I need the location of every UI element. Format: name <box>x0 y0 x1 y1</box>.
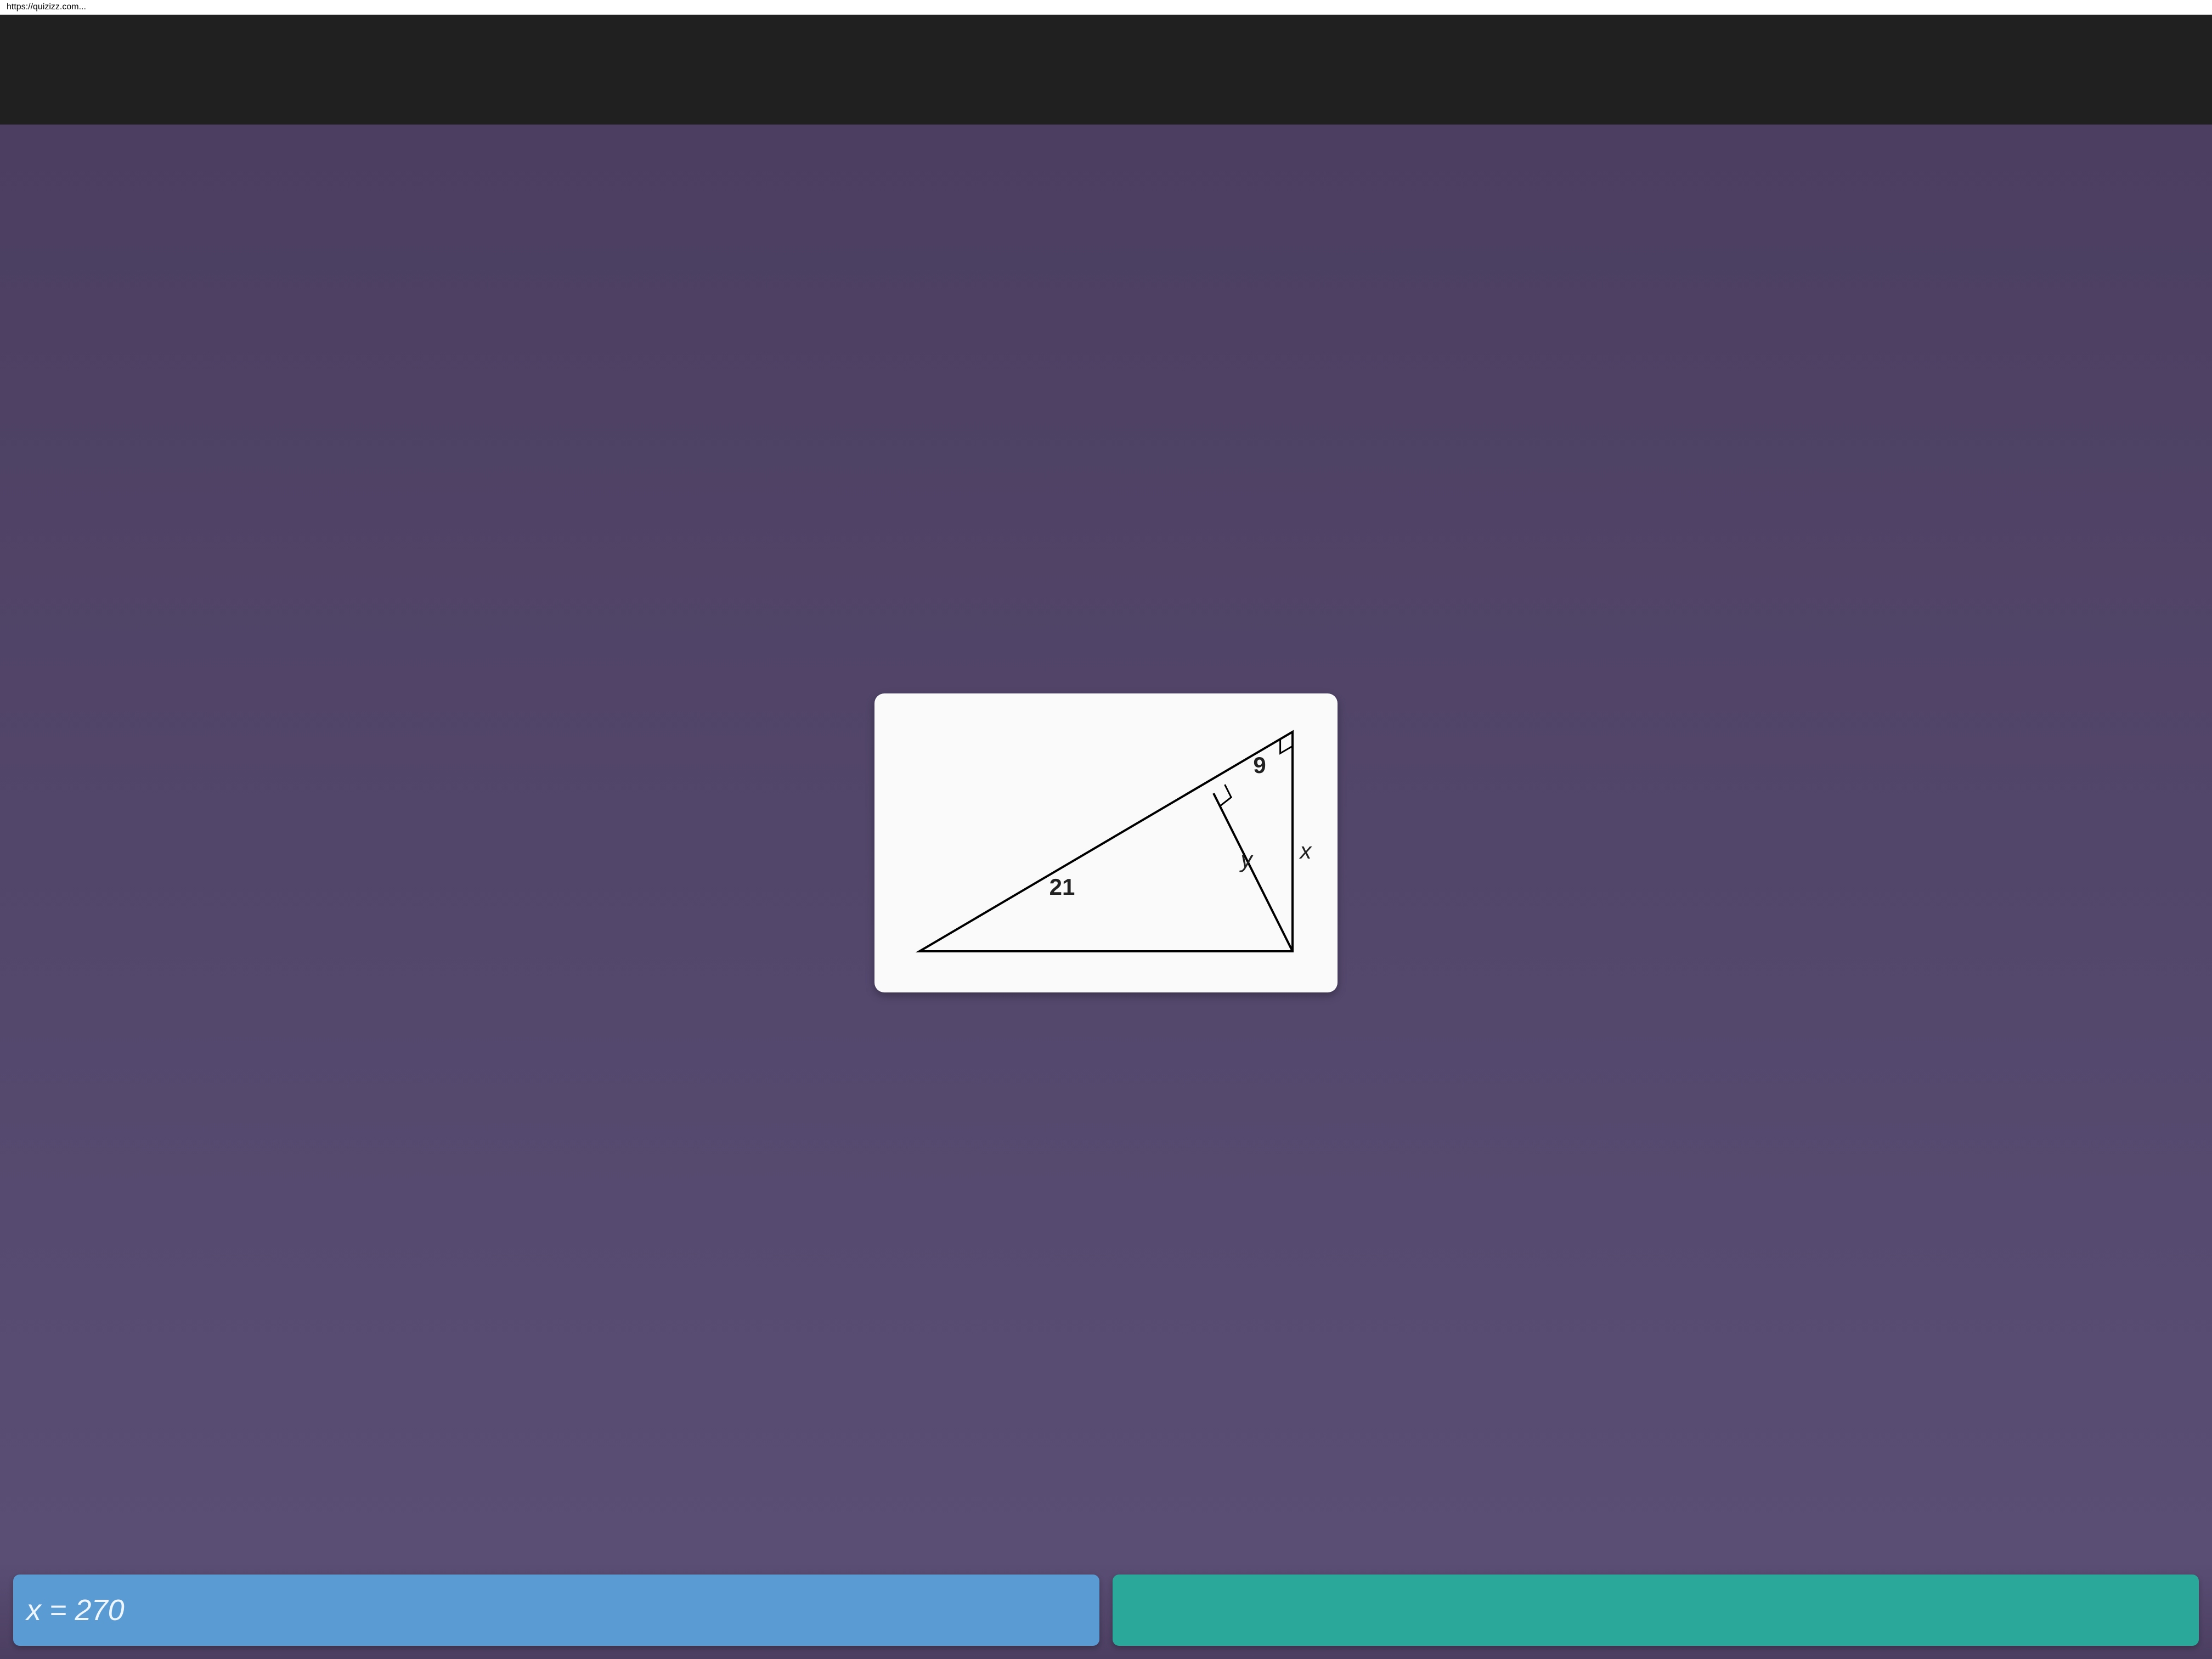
svg-text:y: y <box>1239 847 1254 872</box>
answer-option-a[interactable]: x = 270 <box>13 1575 1099 1646</box>
answer-options-row: x = 270 <box>0 1561 2212 1659</box>
dark-header-strip <box>0 15 2212 125</box>
browser-url-fragment: https://quizizz.com... <box>0 0 2212 15</box>
svg-text:9: 9 <box>1253 752 1266 778</box>
svg-text:x: x <box>1299 838 1313 864</box>
triangle-diagram: 9 21 y x <box>898 710 1314 973</box>
answer-option-a-label: x = 270 <box>26 1593 125 1627</box>
question-stage: 9 21 y x <box>0 125 2212 1561</box>
answer-option-b[interactable] <box>1113 1575 2199 1646</box>
svg-text:21: 21 <box>1049 874 1075 900</box>
diagram-card: 9 21 y x <box>874 693 1338 992</box>
